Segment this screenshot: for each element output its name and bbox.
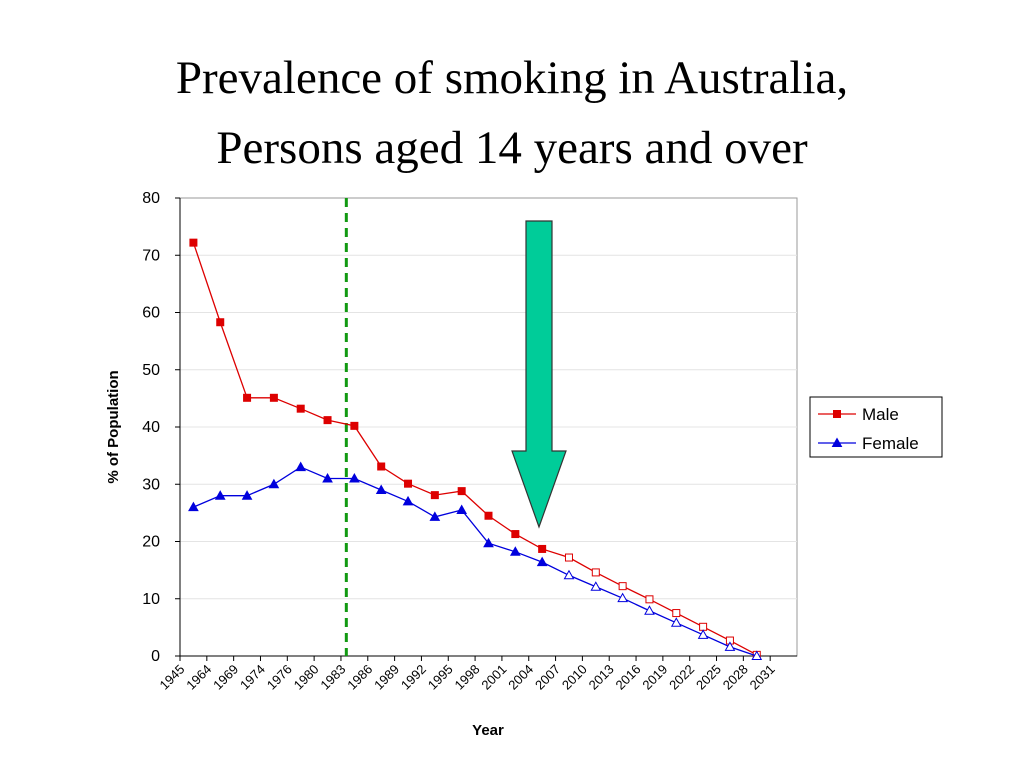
arrow (511, 220, 567, 529)
marker (724, 641, 736, 651)
marker (349, 473, 360, 483)
y-tick-label: 50 (142, 362, 160, 379)
y-tick-label: 70 (142, 247, 160, 264)
marker (457, 487, 466, 496)
marker (483, 537, 494, 548)
marker (644, 605, 655, 615)
legend-label: Male (862, 405, 899, 424)
marker (699, 622, 708, 631)
marker (645, 595, 654, 604)
marker (618, 582, 627, 591)
marker (189, 238, 198, 247)
y-axis-label: % of Population (105, 370, 122, 483)
marker (269, 393, 278, 402)
marker (670, 617, 682, 627)
marker (536, 556, 548, 567)
marker (323, 416, 332, 425)
marker (484, 511, 493, 520)
marker (216, 318, 225, 327)
marker (833, 410, 841, 418)
plot: 0102030405060708019451964196919741976198… (142, 190, 797, 693)
y-tick-label: 60 (142, 305, 160, 322)
marker (404, 479, 413, 488)
marker (590, 581, 602, 591)
marker (295, 461, 307, 472)
marker (538, 544, 547, 553)
marker (591, 568, 600, 577)
legend-label: Female (862, 434, 919, 453)
marker (831, 437, 843, 447)
y-tick-label: 30 (142, 476, 160, 493)
marker (672, 609, 681, 618)
x-axis-label: Year (472, 722, 504, 739)
marker (322, 473, 333, 483)
y-tick-label: 10 (142, 591, 160, 608)
marker (241, 490, 253, 500)
y-tick-label: 0 (151, 648, 160, 665)
marker (296, 404, 305, 413)
y-tick-label: 40 (142, 419, 160, 436)
marker (429, 511, 441, 521)
y-tick-label: 80 (142, 190, 160, 207)
marker (188, 501, 199, 512)
series-line (193, 466, 757, 657)
marker (456, 504, 468, 515)
y-tick-label: 20 (142, 534, 160, 551)
marker (350, 421, 359, 430)
marker (243, 393, 252, 402)
series-line (192, 242, 758, 656)
marker (402, 495, 414, 506)
marker (377, 462, 386, 471)
marker (214, 490, 226, 500)
chart-title: Persons aged 14 years and over (216, 122, 808, 174)
marker (430, 491, 439, 500)
legend: Male Female (818, 405, 919, 453)
marker (511, 530, 520, 539)
marker (564, 553, 573, 562)
marker (509, 546, 521, 556)
chart-title: Prevalence of smoking in Australia, (176, 52, 848, 104)
marker (751, 650, 763, 660)
marker (617, 592, 628, 603)
marker (563, 569, 575, 580)
marker (697, 629, 709, 639)
marker (375, 484, 387, 494)
marker (268, 478, 280, 489)
